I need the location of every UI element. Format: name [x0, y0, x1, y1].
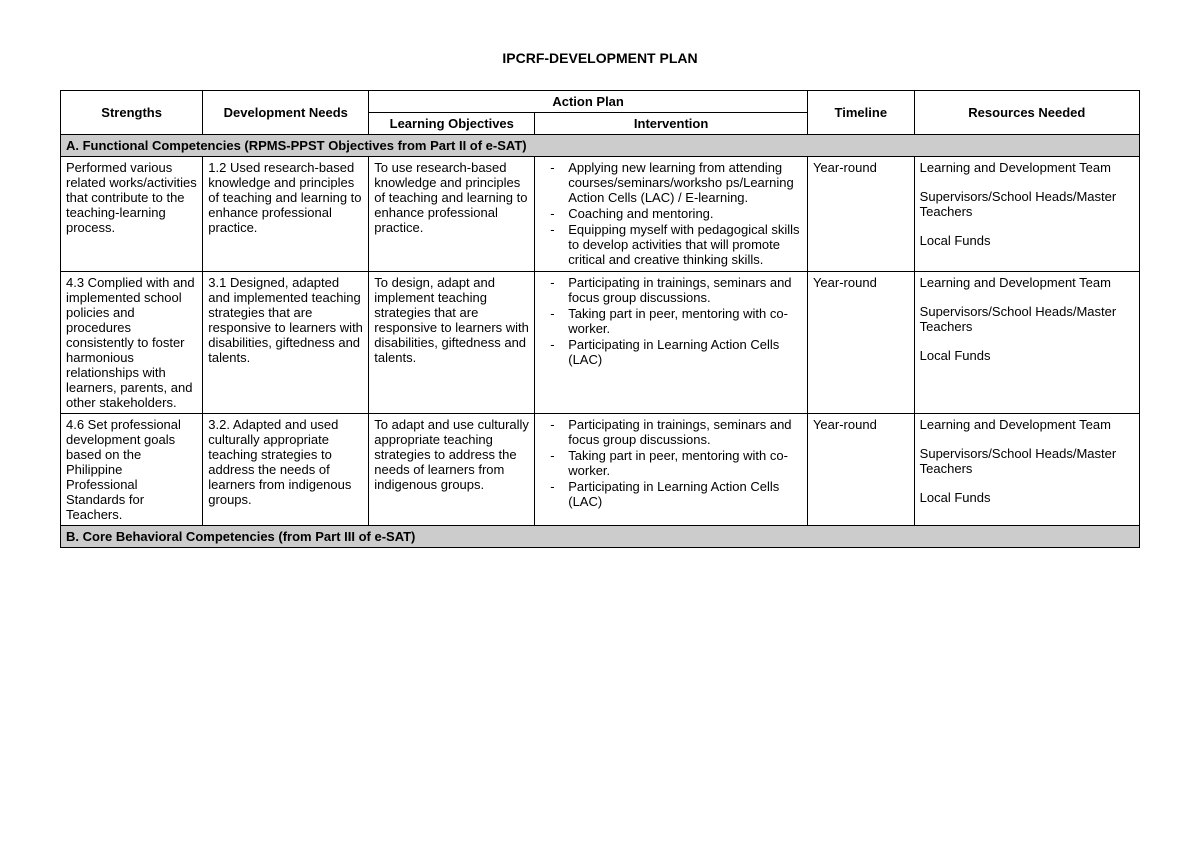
header-strengths: Strengths — [61, 91, 203, 135]
section-a-header: A. Functional Competencies (RPMS-PPST Ob… — [61, 135, 1140, 157]
header-learnobj: Learning Objectives — [369, 113, 535, 135]
list-item: Applying new learning from attending cou… — [540, 160, 802, 205]
intervention-list: Participating in trainings, seminars and… — [540, 275, 802, 367]
resource-item: Learning and Development Team — [920, 275, 1134, 290]
list-item: Taking part in peer, mentoring with co-w… — [540, 448, 802, 478]
list-item: Participating in trainings, seminars and… — [540, 417, 802, 447]
list-item: Equipping myself with pedagogical skills… — [540, 222, 802, 267]
cell-resources: Learning and Development Team Supervisor… — [914, 157, 1139, 272]
table-header: Strengths Development Needs Action Plan … — [61, 91, 1140, 135]
cell-intervention: Applying new learning from attending cou… — [535, 157, 808, 272]
resource-item: Local Funds — [920, 233, 1134, 248]
header-actionplan: Action Plan — [369, 91, 808, 113]
cell-resources: Learning and Development Team Supervisor… — [914, 414, 1139, 526]
cell-strengths: 4.6 Set professional development goals b… — [61, 414, 203, 526]
table-row: 4.3 Complied with and implemented school… — [61, 272, 1140, 414]
header-resources: Resources Needed — [914, 91, 1139, 135]
resource-item: Local Funds — [920, 348, 1134, 363]
header-timeline: Timeline — [807, 91, 914, 135]
resource-item: Supervisors/School Heads/Master Teachers — [920, 304, 1134, 334]
table-body: A. Functional Competencies (RPMS-PPST Ob… — [61, 135, 1140, 548]
header-intervention: Intervention — [535, 113, 808, 135]
cell-resources: Learning and Development Team Supervisor… — [914, 272, 1139, 414]
development-plan-table: Strengths Development Needs Action Plan … — [60, 90, 1140, 548]
cell-devneeds: 1.2 Used research-based knowledge and pr… — [203, 157, 369, 272]
list-item: Taking part in peer, mentoring with co-w… — [540, 306, 802, 336]
list-item: Participating in Learning Action Cells (… — [540, 479, 802, 509]
intervention-list: Applying new learning from attending cou… — [540, 160, 802, 267]
list-item: Participating in Learning Action Cells (… — [540, 337, 802, 367]
section-b-header: B. Core Behavioral Competencies (from Pa… — [61, 526, 1140, 548]
cell-intervention: Participating in trainings, seminars and… — [535, 414, 808, 526]
resource-item: Learning and Development Team — [920, 417, 1134, 432]
page-title: IPCRF-DEVELOPMENT PLAN — [60, 50, 1140, 66]
resource-item: Local Funds — [920, 490, 1134, 505]
cell-timeline: Year-round — [807, 414, 914, 526]
cell-timeline: Year-round — [807, 157, 914, 272]
cell-learnobj: To use research-based knowledge and prin… — [369, 157, 535, 272]
resource-item: Learning and Development Team — [920, 160, 1134, 175]
cell-strengths: Performed various related works/activiti… — [61, 157, 203, 272]
cell-timeline: Year-round — [807, 272, 914, 414]
cell-learnobj: To design, adapt and implement teaching … — [369, 272, 535, 414]
header-devneeds: Development Needs — [203, 91, 369, 135]
list-item: Participating in trainings, seminars and… — [540, 275, 802, 305]
resource-item: Supervisors/School Heads/Master Teachers — [920, 446, 1134, 476]
cell-strengths: 4.3 Complied with and implemented school… — [61, 272, 203, 414]
resource-item: Supervisors/School Heads/Master Teachers — [920, 189, 1134, 219]
cell-devneeds: 3.2. Adapted and used culturally appropr… — [203, 414, 369, 526]
intervention-list: Participating in trainings, seminars and… — [540, 417, 802, 509]
cell-learnobj: To adapt and use culturally appropriate … — [369, 414, 535, 526]
list-item: Coaching and mentoring. — [540, 206, 802, 221]
cell-devneeds: 3.1 Designed, adapted and implemented te… — [203, 272, 369, 414]
table-row: 4.6 Set professional development goals b… — [61, 414, 1140, 526]
table-row: Performed various related works/activiti… — [61, 157, 1140, 272]
cell-intervention: Participating in trainings, seminars and… — [535, 272, 808, 414]
